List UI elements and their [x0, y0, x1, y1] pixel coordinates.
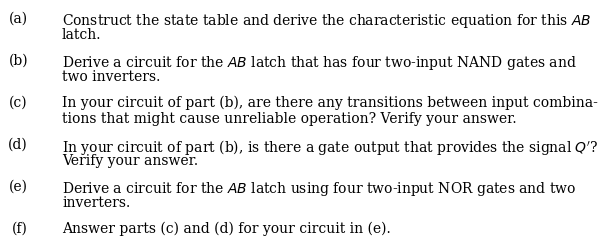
Text: two inverters.: two inverters. — [62, 70, 160, 84]
Text: Verify your answer.: Verify your answer. — [62, 154, 198, 168]
Text: inverters.: inverters. — [62, 196, 130, 210]
Text: tions that might cause unreliable operation? Verify your answer.: tions that might cause unreliable operat… — [62, 112, 517, 126]
Text: Construct the state table and derive the characteristic equation for this $AB$: Construct the state table and derive the… — [62, 12, 591, 30]
Text: Derive a circuit for the $AB$ latch using four two-input NOR gates and two: Derive a circuit for the $AB$ latch usin… — [62, 180, 576, 198]
Text: (e): (e) — [9, 180, 28, 194]
Text: (c): (c) — [9, 96, 28, 110]
Text: (b): (b) — [9, 54, 28, 68]
Text: Answer parts (c) and (d) for your circuit in (e).: Answer parts (c) and (d) for your circui… — [62, 222, 391, 236]
Text: latch.: latch. — [62, 28, 101, 42]
Text: (f): (f) — [12, 222, 28, 236]
Text: (a): (a) — [9, 12, 28, 26]
Text: Derive a circuit for the $AB$ latch that has four two-input NAND gates and: Derive a circuit for the $AB$ latch that… — [62, 54, 577, 72]
Text: In your circuit of part (b), is there a gate output that provides the signal $Q': In your circuit of part (b), is there a … — [62, 138, 599, 157]
Text: In your circuit of part (b), are there any transitions between input combina-: In your circuit of part (b), are there a… — [62, 96, 598, 110]
Text: (d): (d) — [9, 138, 28, 152]
